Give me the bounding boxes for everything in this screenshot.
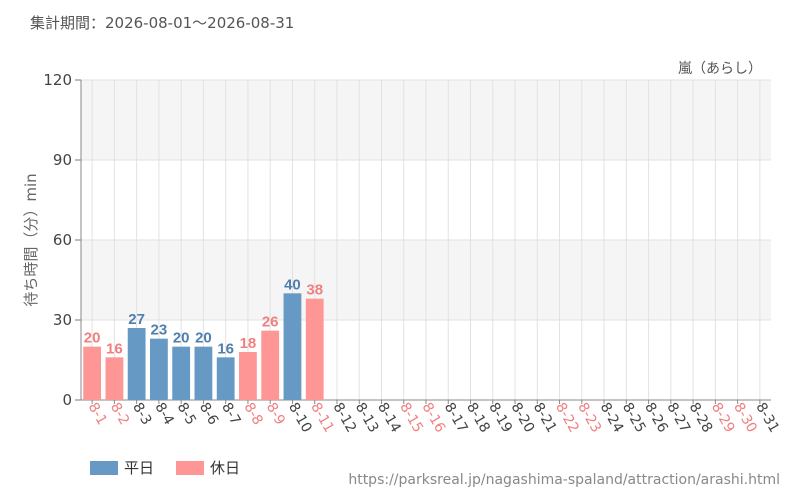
y-axis-label: 待ち時間（分）min xyxy=(22,173,40,306)
data-label-8-9: 26 xyxy=(262,314,279,331)
x-tick-label: 8-6 xyxy=(196,400,221,428)
bar-8-7 xyxy=(216,357,235,400)
legend-item-weekday[interactable]: 平日 xyxy=(90,457,154,478)
bar-8-4 xyxy=(150,338,168,400)
x-tick-label: 8-2 xyxy=(107,400,132,428)
bar-8-1 xyxy=(83,346,102,400)
y-tick-label: 120 xyxy=(43,71,72,89)
x-tick-label: 8-8 xyxy=(240,400,265,428)
bar-8-6 xyxy=(194,346,213,400)
data-label-8-1: 20 xyxy=(84,330,101,347)
bar-8-11 xyxy=(305,298,324,400)
legend-swatch-holiday xyxy=(176,460,205,475)
data-label-8-7: 16 xyxy=(217,340,234,357)
x-tick-label: 8-3 xyxy=(129,400,154,428)
bar-8-2 xyxy=(105,357,124,400)
x-tick-label: 8-9 xyxy=(263,400,288,428)
bar-8-3 xyxy=(127,328,146,400)
x-tick-label: 8-4 xyxy=(151,400,176,428)
legend-label-weekday: 平日 xyxy=(124,459,155,477)
bar-8-8 xyxy=(239,352,257,400)
data-label-8-8: 18 xyxy=(240,335,257,352)
x-tick-label: 8-1 xyxy=(85,400,110,428)
data-label-8-3: 27 xyxy=(128,311,145,328)
legend: 平日 休日 xyxy=(90,457,240,478)
x-tick-label: 8-7 xyxy=(218,400,243,428)
data-label-8-5: 20 xyxy=(173,330,190,347)
x-tick-label: 8-31 xyxy=(752,400,782,436)
legend-swatch-weekday xyxy=(90,460,118,475)
bar-8-10 xyxy=(283,293,302,400)
data-label-8-6: 20 xyxy=(195,330,212,347)
source-url: https://parksreal.jp/nagashima-spaland/a… xyxy=(348,472,780,488)
x-tick-label: 8-5 xyxy=(174,400,199,428)
bar-8-5 xyxy=(172,346,191,400)
data-label-8-10: 40 xyxy=(284,276,301,293)
y-tick-label: 90 xyxy=(53,151,72,169)
y-tick-label: 0 xyxy=(62,391,72,409)
y-tick-label: 30 xyxy=(53,311,72,329)
y-tick-label: 60 xyxy=(53,231,72,249)
period-label: 集計期間：2026-08-01～2026-08-31 xyxy=(30,14,295,32)
chart-title: 嵐（あらし） xyxy=(678,61,762,77)
legend-item-holiday[interactable]: 休日 xyxy=(176,457,240,478)
data-label-8-11: 38 xyxy=(306,282,323,299)
legend-label-holiday: 休日 xyxy=(210,459,241,477)
data-label-8-2: 16 xyxy=(106,340,123,357)
bar-8-9 xyxy=(261,330,280,400)
data-label-8-4: 23 xyxy=(151,322,168,339)
